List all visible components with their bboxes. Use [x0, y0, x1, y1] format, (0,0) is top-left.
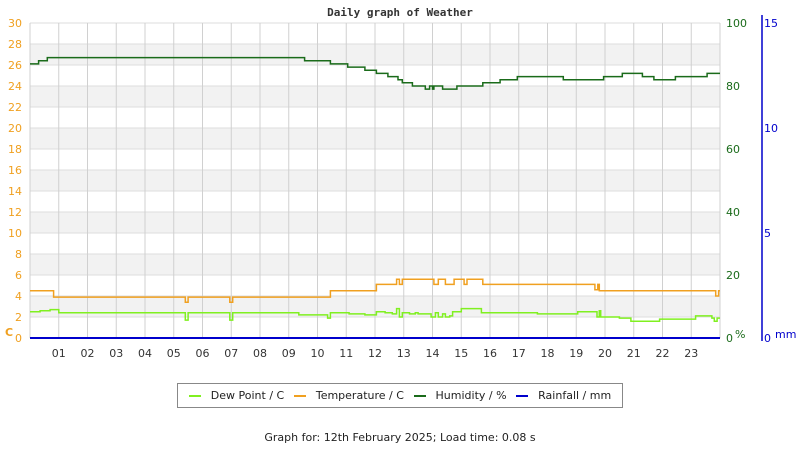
svg-text:20: 20 — [726, 269, 740, 282]
svg-text:16: 16 — [483, 347, 497, 360]
svg-text:18: 18 — [8, 143, 22, 156]
rainfall-axis: 0 5 10 15 — [761, 15, 778, 345]
humidity-axis: 0 20 40 60 80 100 — [726, 17, 747, 345]
dew-point-swatch-icon — [188, 394, 201, 397]
legend-label: Dew Point / C — [210, 389, 285, 402]
rainfall-swatch-icon — [516, 394, 529, 397]
humidity-axis-unit: % — [735, 328, 745, 341]
svg-text:19: 19 — [569, 347, 583, 360]
svg-text:80: 80 — [726, 80, 740, 93]
svg-text:0: 0 — [726, 332, 733, 345]
svg-text:05: 05 — [167, 347, 181, 360]
legend-item-rainfall[interactable]: Rainfall / mm — [516, 389, 611, 402]
plot-grid — [29, 22, 721, 339]
svg-text:10: 10 — [8, 227, 22, 240]
svg-text:14: 14 — [8, 185, 22, 198]
svg-text:13: 13 — [397, 347, 411, 360]
svg-text:10: 10 — [311, 347, 325, 360]
data-series — [30, 56, 720, 339]
svg-text:4: 4 — [15, 290, 22, 303]
hour-axis: 01 02 03 04 05 06 07 08 09 10 11 12 13 14 15 16 17 18 19 20… — [52, 347, 699, 360]
svg-text:10: 10 — [764, 122, 778, 135]
graph-footer: Graph for: 12th February 2025; Load time… — [264, 431, 536, 444]
svg-text:24: 24 — [8, 80, 22, 93]
svg-text:03: 03 — [109, 347, 123, 360]
svg-text:0: 0 — [15, 332, 22, 345]
legend-item-temperature[interactable]: Temperature / C — [293, 389, 404, 402]
svg-text:20: 20 — [598, 347, 612, 360]
legend-item-dew-point[interactable]: Dew Point / C — [188, 389, 285, 402]
svg-text:04: 04 — [138, 347, 152, 360]
svg-text:60: 60 — [726, 143, 740, 156]
svg-text:8: 8 — [15, 248, 22, 261]
svg-text:09: 09 — [282, 347, 296, 360]
svg-text:15: 15 — [764, 17, 778, 30]
svg-text:5: 5 — [764, 227, 771, 240]
svg-text:18: 18 — [541, 347, 555, 360]
series-line — [30, 278, 720, 304]
svg-text:17: 17 — [512, 347, 526, 360]
svg-text:23: 23 — [684, 347, 698, 360]
series-line — [30, 56, 720, 90]
legend-label: Temperature / C — [315, 389, 404, 402]
humidity-swatch-icon — [413, 394, 426, 397]
svg-text:02: 02 — [81, 347, 95, 360]
svg-text:11: 11 — [339, 347, 353, 360]
svg-text:0: 0 — [764, 332, 771, 345]
svg-text:30: 30 — [8, 17, 22, 30]
svg-text:12: 12 — [8, 206, 22, 219]
chart-title: Daily graph of Weather — [327, 6, 473, 19]
svg-text:21: 21 — [627, 347, 641, 360]
rain-axis-unit: mm — [775, 328, 796, 341]
svg-text:100: 100 — [726, 17, 747, 30]
series-line — [30, 307, 720, 322]
svg-text:01: 01 — [52, 347, 66, 360]
legend-item-humidity[interactable]: Humidity / % — [413, 389, 507, 402]
svg-text:15: 15 — [454, 347, 468, 360]
svg-text:22: 22 — [656, 347, 670, 360]
svg-text:28: 28 — [8, 38, 22, 51]
svg-text:07: 07 — [224, 347, 238, 360]
svg-text:16: 16 — [8, 164, 22, 177]
svg-text:08: 08 — [253, 347, 267, 360]
temperature-swatch-icon — [293, 394, 306, 397]
svg-text:12: 12 — [368, 347, 382, 360]
svg-text:22: 22 — [8, 101, 22, 114]
svg-text:06: 06 — [196, 347, 210, 360]
svg-text:40: 40 — [726, 206, 740, 219]
legend-label: Rainfall / mm — [538, 389, 612, 402]
svg-text:14: 14 — [426, 347, 440, 360]
legend-label: Humidity / % — [435, 389, 507, 402]
svg-text:20: 20 — [8, 122, 22, 135]
left-axis-unit: C — [5, 326, 13, 339]
svg-text:26: 26 — [8, 59, 22, 72]
svg-text:2: 2 — [15, 311, 22, 324]
chart-legend: Dew Point / C Temperature / C Humidity /… — [177, 383, 623, 408]
svg-text:6: 6 — [15, 269, 22, 282]
